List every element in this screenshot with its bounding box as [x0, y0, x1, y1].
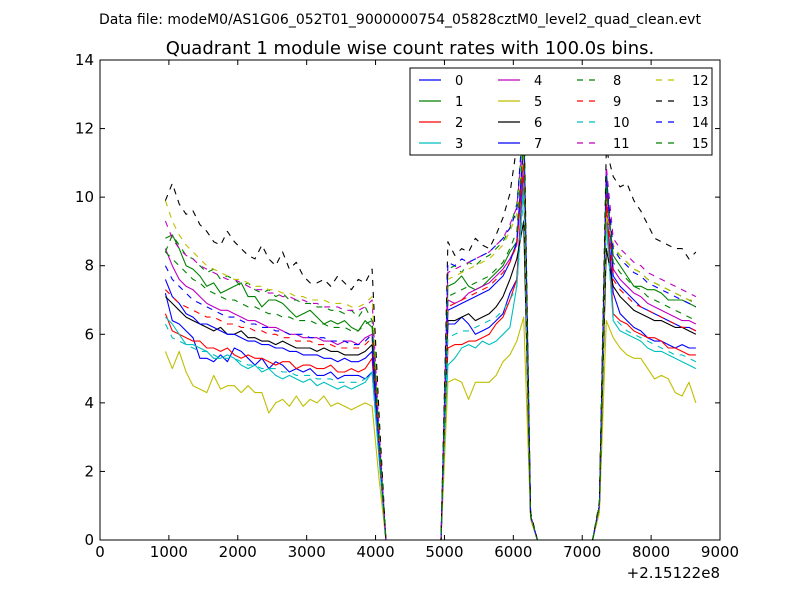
series-line-module-13 [164, 97, 697, 541]
legend-label-module-3: 3 [455, 137, 463, 152]
legend-label-module-0: 0 [455, 74, 463, 89]
legend-label-module-5: 5 [534, 95, 542, 110]
x-tick-label: 5000 [425, 543, 463, 561]
series-line-module-9 [165, 155, 697, 541]
legend-label-module-13: 13 [692, 95, 709, 110]
x-tick-label: 9000 [701, 543, 739, 561]
series-line-module-8 [164, 124, 697, 541]
x-tick-label: 6000 [494, 543, 532, 561]
figure-suptitle: Data file: modeM0/AS1G06_052T01_90000007… [99, 12, 701, 28]
y-tick-label: 0 [84, 531, 94, 549]
legend-label-module-14: 14 [692, 116, 709, 131]
legend-label-module-10: 10 [613, 116, 630, 131]
legend-label-module-1: 1 [455, 95, 463, 110]
legend-label-module-8: 8 [613, 74, 621, 89]
x-tick-label: 8000 [632, 543, 670, 561]
y-tick-label: 10 [75, 188, 94, 206]
axes-layer: 0 1000 2000 3000 4000 5000 6000 7000 8000 9000 0 2 4… [75, 51, 739, 561]
x-tick-label: 0 [95, 543, 105, 561]
x-tick-label: 3000 [288, 543, 326, 561]
legend-label-module-15: 15 [692, 137, 709, 152]
plot-frame [99, 59, 721, 541]
legend-box [409, 67, 713, 156]
x-tick-label: 2000 [219, 543, 257, 561]
x-tick-label: 4000 [356, 543, 394, 561]
legend-label-module-12: 12 [692, 74, 709, 89]
x-tick-label: 7000 [563, 543, 601, 561]
y-tick-label: 8 [84, 257, 94, 275]
legend-label-module-6: 6 [534, 116, 542, 131]
legend-label-module-9: 9 [613, 95, 621, 110]
y-tick-label: 6 [84, 325, 94, 343]
y-tick-label: 14 [75, 51, 94, 69]
x-offset-label: +2.15122e8 [627, 564, 720, 582]
series-line-module-12 [164, 152, 696, 541]
legend-label-module-2: 2 [455, 116, 463, 131]
legend-label-module-7: 7 [534, 137, 542, 152]
y-tick-label: 2 [84, 462, 94, 480]
chart-title: Quadrant 1 module wise count rates with … [166, 38, 655, 59]
x-tick-label: 1000 [150, 543, 188, 561]
legend-label-module-11: 11 [613, 137, 630, 152]
y-tick-label: 4 [84, 394, 94, 412]
legend-label-module-4: 4 [534, 74, 542, 89]
y-tick-label: 12 [75, 120, 94, 138]
